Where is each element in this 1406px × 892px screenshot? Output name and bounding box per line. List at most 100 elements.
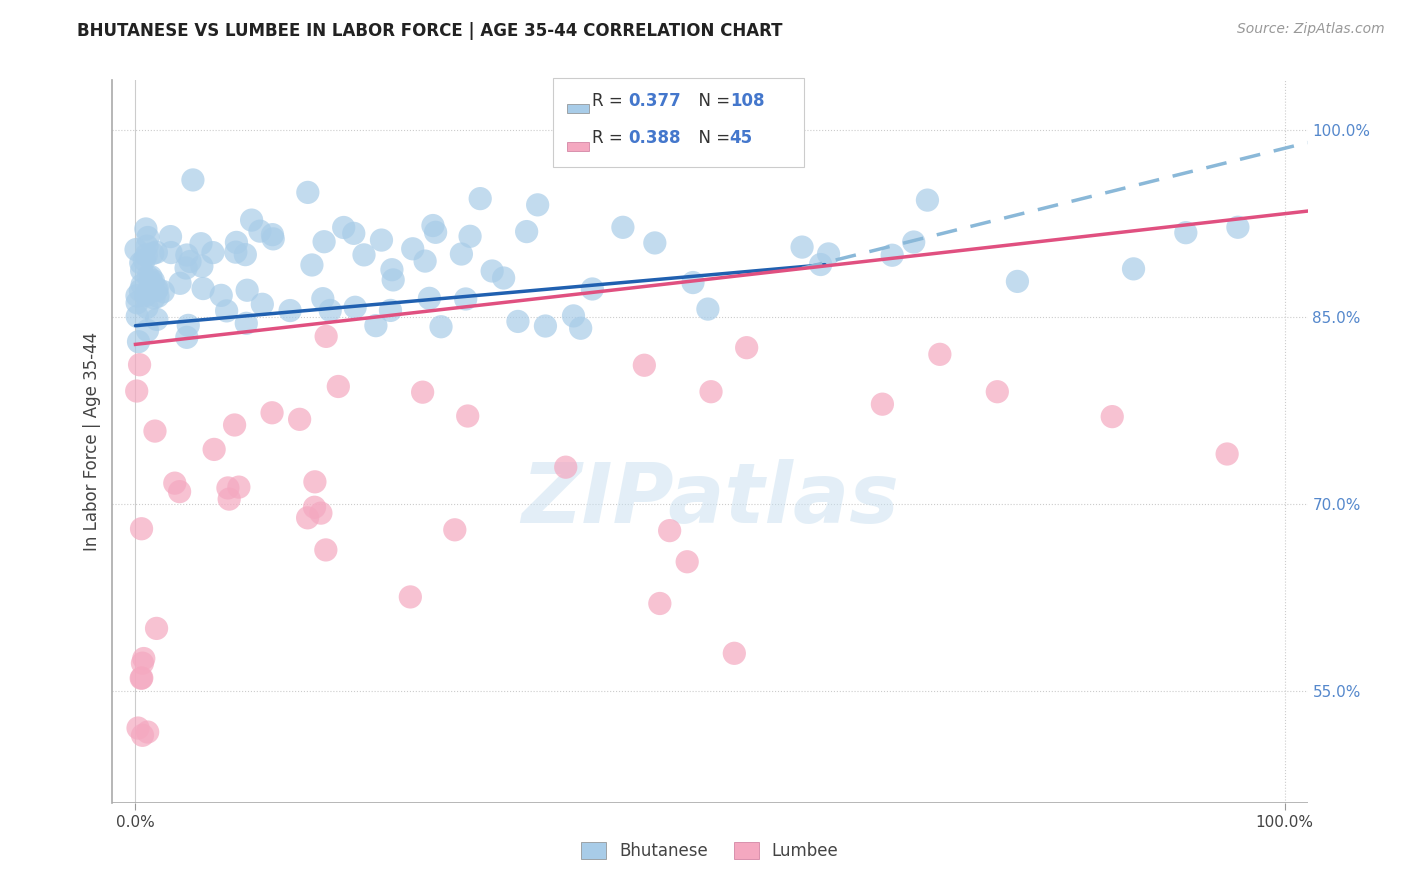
- Point: [249, 224, 271, 238]
- Point: [581, 282, 603, 296]
- Point: [422, 219, 444, 233]
- Point: [735, 341, 758, 355]
- Point: [412, 385, 434, 400]
- Point: [696, 302, 718, 317]
- Point: [125, 289, 148, 303]
- Point: [146, 289, 169, 303]
- Point: [301, 258, 323, 272]
- Point: [370, 233, 392, 247]
- Point: [176, 330, 198, 344]
- Point: [127, 295, 149, 310]
- Point: [381, 262, 404, 277]
- Point: [425, 225, 447, 239]
- Point: [163, 476, 186, 491]
- Point: [443, 523, 465, 537]
- Point: [127, 721, 149, 735]
- Point: [353, 248, 375, 262]
- Point: [131, 728, 153, 742]
- Point: [129, 284, 152, 298]
- Point: [131, 522, 153, 536]
- Point: [191, 259, 214, 273]
- Point: [418, 291, 440, 305]
- Point: [181, 173, 204, 187]
- Point: [142, 274, 165, 288]
- Point: [700, 384, 723, 399]
- Point: [430, 319, 453, 334]
- Point: [143, 424, 166, 438]
- Point: [228, 480, 250, 494]
- Point: [413, 254, 436, 268]
- Point: [810, 258, 832, 272]
- Point: [1226, 220, 1249, 235]
- Point: [235, 316, 257, 330]
- Text: 0.388: 0.388: [628, 129, 681, 147]
- Point: [260, 406, 283, 420]
- Point: [648, 597, 671, 611]
- Point: [917, 193, 939, 207]
- Point: [288, 412, 311, 426]
- Point: [131, 277, 153, 292]
- Point: [146, 312, 169, 326]
- Point: [125, 243, 148, 257]
- Point: [399, 590, 422, 604]
- Point: [723, 646, 745, 660]
- Point: [174, 260, 197, 275]
- Point: [177, 318, 200, 333]
- Point: [179, 254, 201, 268]
- Point: [458, 229, 481, 244]
- Point: [562, 309, 585, 323]
- Point: [136, 725, 159, 739]
- Point: [202, 442, 225, 457]
- Point: [278, 303, 301, 318]
- Point: [132, 651, 155, 665]
- Point: [136, 239, 159, 253]
- Point: [127, 310, 149, 324]
- Point: [612, 220, 634, 235]
- Point: [136, 230, 159, 244]
- Point: [328, 379, 350, 393]
- Point: [817, 247, 839, 261]
- Point: [225, 245, 247, 260]
- Point: [1101, 409, 1123, 424]
- Text: 0.377: 0.377: [628, 92, 682, 110]
- Point: [176, 248, 198, 262]
- Point: [1007, 274, 1029, 288]
- Point: [682, 276, 704, 290]
- Point: [131, 263, 153, 277]
- Point: [145, 283, 167, 297]
- Point: [382, 273, 405, 287]
- Point: [343, 227, 366, 241]
- Text: 45: 45: [730, 129, 752, 147]
- Point: [131, 656, 153, 670]
- Point: [131, 671, 153, 685]
- Point: [142, 246, 165, 260]
- Point: [218, 492, 240, 507]
- Point: [986, 384, 1008, 399]
- Text: N =: N =: [688, 92, 735, 110]
- Point: [450, 247, 472, 261]
- Point: [633, 358, 655, 372]
- Point: [457, 409, 479, 423]
- Point: [319, 303, 342, 318]
- Point: [146, 282, 169, 296]
- Point: [312, 292, 335, 306]
- Point: [139, 278, 162, 293]
- Point: [534, 318, 557, 333]
- Point: [344, 300, 367, 314]
- Text: 108: 108: [730, 92, 765, 110]
- Point: [928, 347, 950, 361]
- Text: N =: N =: [688, 129, 735, 147]
- Point: [315, 329, 337, 343]
- Y-axis label: In Labor Force | Age 35-44: In Labor Force | Age 35-44: [83, 332, 101, 551]
- Point: [644, 235, 666, 250]
- Point: [160, 245, 183, 260]
- Point: [201, 245, 224, 260]
- Point: [233, 247, 256, 261]
- Point: [492, 271, 515, 285]
- Point: [297, 511, 319, 525]
- Point: [658, 524, 681, 538]
- Point: [506, 314, 529, 328]
- Point: [139, 269, 162, 284]
- Point: [297, 186, 319, 200]
- Text: R =: R =: [592, 129, 628, 147]
